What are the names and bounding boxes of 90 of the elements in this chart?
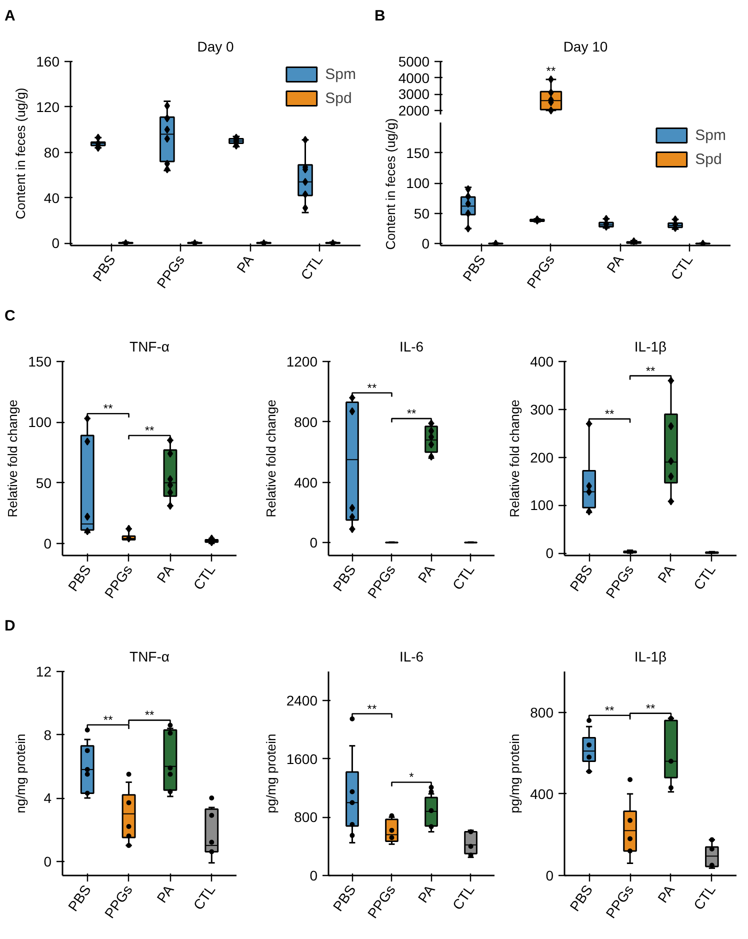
y-axis-title: pg/mg protein [263, 734, 278, 814]
y-tick-label: 0 [44, 853, 52, 870]
chart-title: IL-1β [634, 648, 667, 664]
y-tick-label: 80 [44, 144, 60, 160]
y-tick-label: 5000 [398, 54, 430, 70]
x-tick-label: CTL [449, 882, 478, 913]
annotation: ** [546, 64, 556, 78]
y-tick-label: 0 [422, 236, 430, 252]
annotation: ** [604, 406, 615, 421]
y-tick-label: 300 [530, 401, 554, 418]
chart-subtitle: A [4, 8, 16, 24]
chart-title: IL-6 [399, 648, 424, 664]
y-axis-title: Content in feces (ug/g) [383, 118, 398, 250]
chart-title: TNF-α [130, 338, 170, 354]
annotation: ** [103, 712, 114, 727]
y-tick-label: 0 [310, 868, 318, 884]
x-tick-label: CTL [190, 882, 218, 913]
annotation: ** [646, 701, 656, 716]
annotation: * [409, 770, 414, 784]
chart-subtitle: D [4, 618, 16, 634]
x-tick-label: PA [414, 881, 438, 906]
y-tick-label: 3000 [398, 86, 430, 102]
y-axis-title: Relative fold change [507, 400, 522, 518]
chart-title: IL-6 [399, 338, 424, 354]
y-axis-title: Content in feces (ug/g) [13, 88, 28, 220]
y-tick-label: 120 [36, 98, 60, 115]
annotation: ** [646, 364, 656, 378]
y-tick-label: 1600 [286, 750, 318, 767]
x-tick-label: CTL [690, 562, 719, 593]
x-tick-label: PA [603, 251, 627, 276]
y-tick-label: 40 [44, 190, 60, 206]
y-tick-label: 4000 [398, 70, 430, 86]
y-tick-label: 4 [44, 790, 52, 806]
y-tick-label: 400 [294, 474, 318, 490]
x-tick-label: PA [233, 251, 257, 276]
y-tick-label: 2000 [398, 102, 430, 118]
x-tick-label: PA [154, 561, 178, 586]
annotation: ** [367, 702, 377, 716]
chart-title: Day 10 [563, 38, 608, 54]
y-tick-label: 150 [28, 354, 52, 370]
y-tick-label: 100 [28, 414, 52, 430]
y-tick-label: 50 [414, 205, 430, 222]
y-tick-label: 0 [546, 545, 554, 562]
y-axis-title: ng/mg protein [12, 734, 28, 814]
annotation: ** [144, 708, 154, 722]
y-tick-label: 100 [406, 175, 430, 192]
y-tick-label: 0 [546, 868, 554, 884]
y-tick-label: 100 [530, 497, 554, 514]
x-tick-label: CTL [297, 252, 326, 283]
y-axis-title: Relative fold change [5, 400, 20, 518]
legend-label: Spm [325, 66, 356, 82]
y-tick-label: 12 [36, 664, 52, 680]
y-tick-label: 2400 [286, 692, 318, 709]
legend-label: Spm [695, 126, 726, 144]
chart-title: TNF-α [130, 648, 170, 664]
y-axis-title: Relative fold change [263, 400, 278, 518]
y-tick-label: 1200 [286, 354, 318, 370]
annotation: ** [367, 380, 377, 395]
chart-title: Day 0 [197, 38, 234, 54]
annotation: ** [406, 406, 416, 421]
y-tick-label: 800 [294, 809, 318, 826]
x-tick-label: PA [414, 561, 438, 586]
y-tick-label: 8 [44, 726, 52, 743]
y-tick-label: 160 [36, 54, 60, 70]
annotation: ** [144, 423, 154, 438]
y-tick-label: 0 [44, 535, 52, 552]
chart-subtitle: B [374, 8, 386, 24]
x-tick-label: CTL [667, 252, 696, 283]
y-axis-title: pg/mg protein [507, 734, 522, 814]
y-tick-label: 800 [294, 414, 318, 430]
x-tick-label: PA [654, 561, 678, 586]
x-tick-label: CTL [690, 882, 719, 913]
y-tick-label: 400 [530, 354, 554, 370]
x-tick-label: PA [654, 881, 678, 906]
x-tick-label: CTL [190, 562, 218, 593]
y-tick-label: 150 [406, 144, 430, 161]
legend-label: Spd [695, 150, 722, 168]
annotation: ** [604, 703, 615, 718]
x-tick-label: PA [154, 881, 178, 906]
chart-title: IL-1β [634, 338, 667, 354]
y-tick-label: 50 [36, 474, 52, 491]
annotation: ** [103, 402, 114, 416]
x-tick-label: CTL [449, 562, 478, 593]
y-tick-label: 0 [52, 235, 60, 252]
y-tick-label: 400 [530, 786, 554, 802]
y-tick-label: 0 [310, 534, 318, 551]
y-tick-label: 200 [530, 449, 554, 466]
legend-label: Spd [325, 90, 352, 106]
chart-subtitle: C [4, 308, 16, 324]
y-tick-label: 800 [530, 704, 554, 720]
